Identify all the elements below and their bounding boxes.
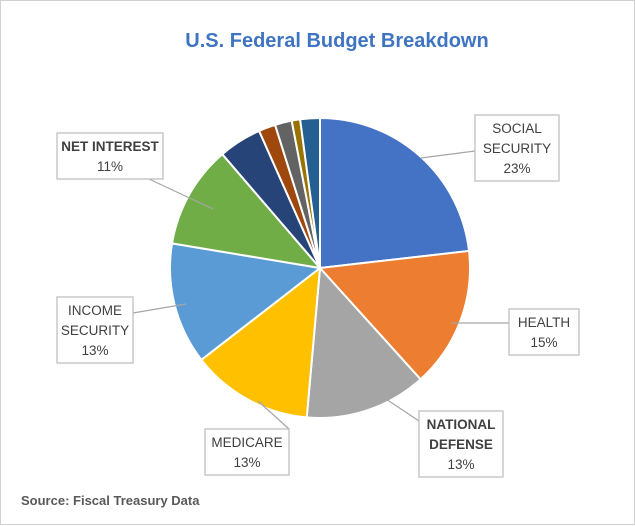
data-label-category: SOCIAL <box>492 121 542 136</box>
source-note: Source: Fiscal Treasury Data <box>21 493 200 508</box>
pie-slice-other-5 <box>298 116 321 269</box>
pie-slices <box>169 116 471 419</box>
pie-slice-net-interest <box>170 152 323 270</box>
leader-line-national-defense <box>385 398 420 422</box>
data-label-percent: 13% <box>81 343 108 358</box>
data-label-percent: 11% <box>97 159 123 174</box>
data-label-percent: 23% <box>503 161 530 176</box>
data-label-category: SECURITY <box>61 323 129 338</box>
data-label-percent: 15% <box>530 335 557 350</box>
data-label-percent: 13% <box>447 457 474 472</box>
data-label-category: DEFENSE <box>429 437 493 452</box>
callout-box-net-interest <box>56 132 164 180</box>
data-label-category: INCOME <box>68 303 122 318</box>
callout-box-income-security <box>56 296 134 364</box>
pie-slice-income-security <box>169 242 323 362</box>
data-label-percent: 13% <box>233 455 260 470</box>
data-label-category: SECURITY <box>483 141 551 156</box>
chart-title: U.S. Federal Budget Breakdown <box>185 30 488 52</box>
data-label-category: MEDICARE <box>211 435 282 450</box>
leader-line-net-interest <box>148 178 214 210</box>
pie-slice-medicare <box>199 265 322 419</box>
pie-slice-national-defense <box>305 265 422 419</box>
callout-box-social-security <box>474 114 560 182</box>
leader-line-social-security <box>420 150 476 159</box>
data-label-callouts: SOCIAL SECURITY 23% HEALTH 15% NATIONAL DEFENS… <box>56 114 580 478</box>
leader-line-medicare <box>257 400 290 430</box>
data-label-category: HEALTH <box>518 315 570 330</box>
callout-box-national-defense <box>418 410 504 478</box>
callout-box-health <box>508 308 580 356</box>
leader-line-income-security <box>132 303 187 314</box>
pie-slice-health <box>317 249 471 381</box>
data-label-category: NATIONAL <box>427 417 496 432</box>
data-label-category: NET INTEREST <box>61 139 159 154</box>
pie-slice-social-security <box>319 116 471 270</box>
callout-box-medicare <box>204 428 290 476</box>
